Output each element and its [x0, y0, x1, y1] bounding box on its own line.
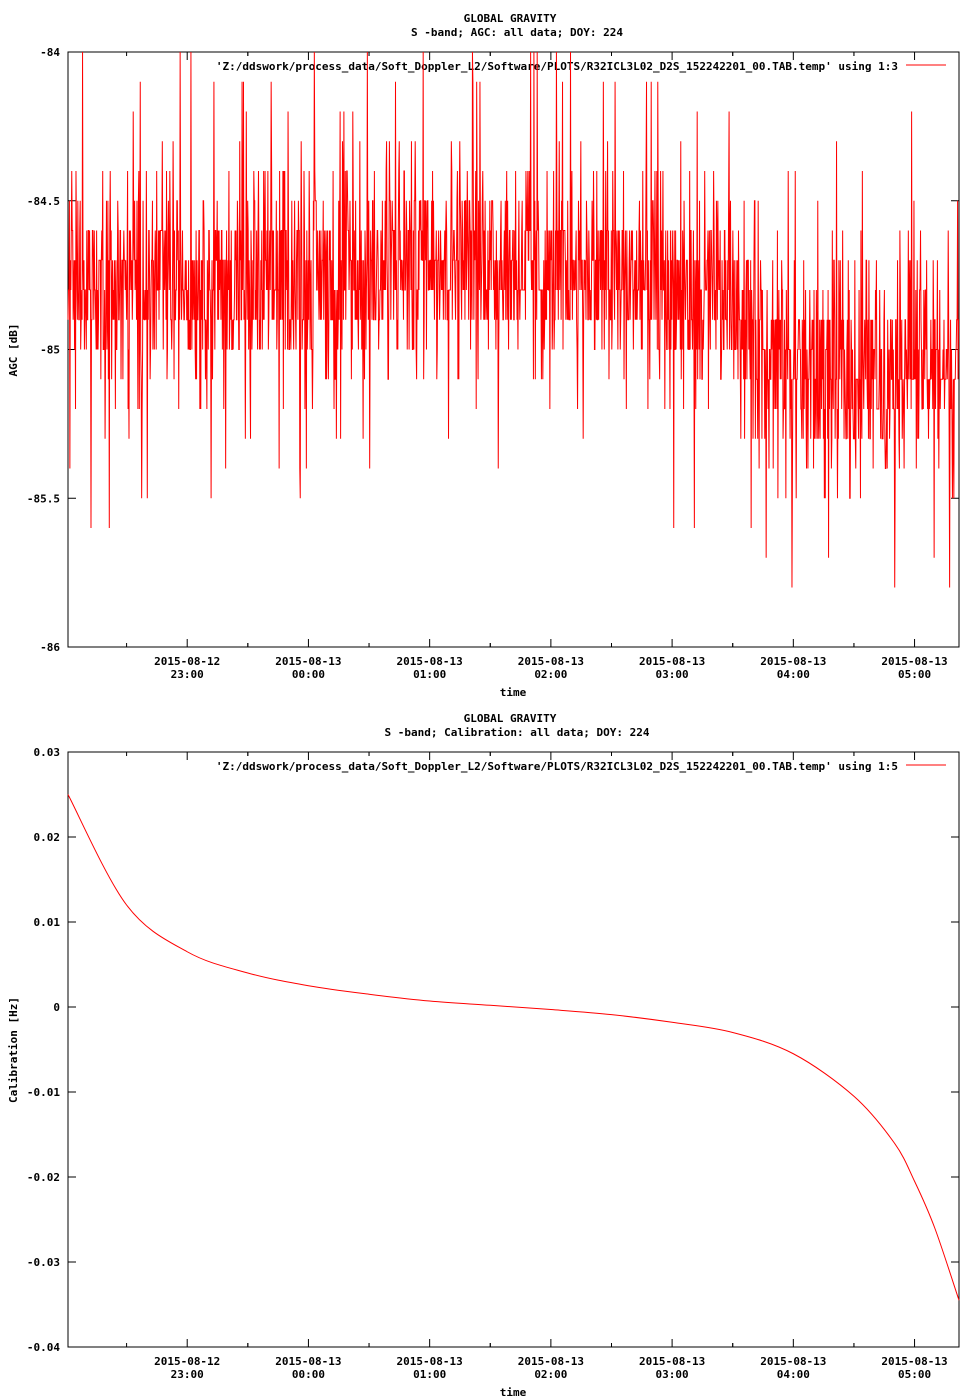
- x-tick-time: 23:00: [171, 668, 204, 681]
- x-axis-ticks: 2015-08-1223:002015-08-1300:002015-08-13…: [126, 52, 948, 681]
- y-axis-ticks: 0.03 0.02 0.01 0 -0.01 -0.02 -0.03 -0.04: [27, 746, 959, 1354]
- calibration-chart: GLOBAL GRAVITY S -band; Calibration: all…: [7, 712, 960, 1399]
- x-tick-time: 05:00: [898, 668, 931, 681]
- chart-subtitle: S -band; AGC: all data; DOY: 224: [411, 26, 623, 39]
- x-tick-date: 2015-08-13: [397, 655, 463, 668]
- chart-subtitle: S -band; Calibration: all data; DOY: 224: [385, 726, 650, 739]
- legend: 'Z:/ddswork/process_data/Soft_Doppler_L2…: [216, 760, 946, 773]
- x-tick-time: 04:00: [777, 668, 810, 681]
- plot-area: [67, 51, 960, 588]
- y-tick-label: -0.03: [27, 1256, 60, 1269]
- chart-title: GLOBAL GRAVITY: [464, 712, 557, 725]
- y-tick-label: -0.01: [27, 1086, 60, 1099]
- x-tick-time: 00:00: [292, 668, 325, 681]
- x-tick-date: 2015-08-13: [881, 655, 947, 668]
- x-tick-time: 03:00: [656, 1368, 689, 1381]
- y-tick-label: -85.5: [27, 492, 60, 505]
- x-tick-time: 02:00: [534, 1368, 567, 1381]
- x-tick-time: 04:00: [777, 1368, 810, 1381]
- x-axis-label: time: [500, 686, 527, 699]
- y-tick-label: 0.02: [34, 831, 61, 844]
- plot-area: [67, 794, 960, 1301]
- y-axis-label: AGC [dB]: [7, 324, 20, 377]
- x-tick-date: 2015-08-12: [154, 655, 220, 668]
- x-tick-date: 2015-08-13: [760, 655, 826, 668]
- x-tick-date: 2015-08-13: [639, 1355, 705, 1368]
- x-tick-date: 2015-08-13: [275, 1355, 341, 1368]
- y-axis-label: Calibration [Hz]: [7, 997, 20, 1103]
- legend: 'Z:/ddswork/process_data/Soft_Doppler_L2…: [216, 60, 946, 73]
- y-tick-label: 0: [53, 1001, 60, 1014]
- y-tick-label: -0.04: [27, 1341, 60, 1354]
- x-tick-time: 03:00: [656, 668, 689, 681]
- y-tick-label: -86: [40, 641, 60, 654]
- x-tick-date: 2015-08-13: [518, 655, 584, 668]
- agc-series-line: [67, 51, 960, 588]
- x-tick-time: 05:00: [898, 1368, 931, 1381]
- plot-frame: [67, 751, 960, 1348]
- agc-chart: GLOBAL GRAVITY S -band; AGC: all data; D…: [7, 12, 960, 699]
- y-tick-label: -84: [40, 46, 60, 59]
- x-tick-date: 2015-08-13: [518, 1355, 584, 1368]
- x-tick-time: 01:00: [413, 1368, 446, 1381]
- y-tick-label: 0.01: [34, 916, 61, 929]
- x-tick-time: 02:00: [534, 668, 567, 681]
- calibration-series-line: [67, 794, 960, 1301]
- y-tick-label: 0.03: [34, 746, 61, 759]
- x-tick-date: 2015-08-12: [154, 1355, 220, 1368]
- y-tick-label: -0.02: [27, 1171, 60, 1184]
- x-tick-date: 2015-08-13: [760, 1355, 826, 1368]
- legend-entry: 'Z:/ddswork/process_data/Soft_Doppler_L2…: [216, 760, 898, 773]
- chart-title: GLOBAL GRAVITY: [464, 12, 557, 25]
- x-tick-time: 01:00: [413, 668, 446, 681]
- x-tick-date: 2015-08-13: [639, 655, 705, 668]
- x-tick-date: 2015-08-13: [275, 655, 341, 668]
- x-tick-date: 2015-08-13: [881, 1355, 947, 1368]
- x-axis-label: time: [500, 1386, 527, 1399]
- y-tick-label: -84.5: [27, 195, 60, 208]
- x-axis-ticks: 2015-08-1223:002015-08-1300:002015-08-13…: [126, 752, 948, 1381]
- x-tick-time: 00:00: [292, 1368, 325, 1381]
- y-tick-label: -85: [40, 344, 60, 357]
- x-tick-date: 2015-08-13: [397, 1355, 463, 1368]
- x-tick-time: 23:00: [171, 1368, 204, 1381]
